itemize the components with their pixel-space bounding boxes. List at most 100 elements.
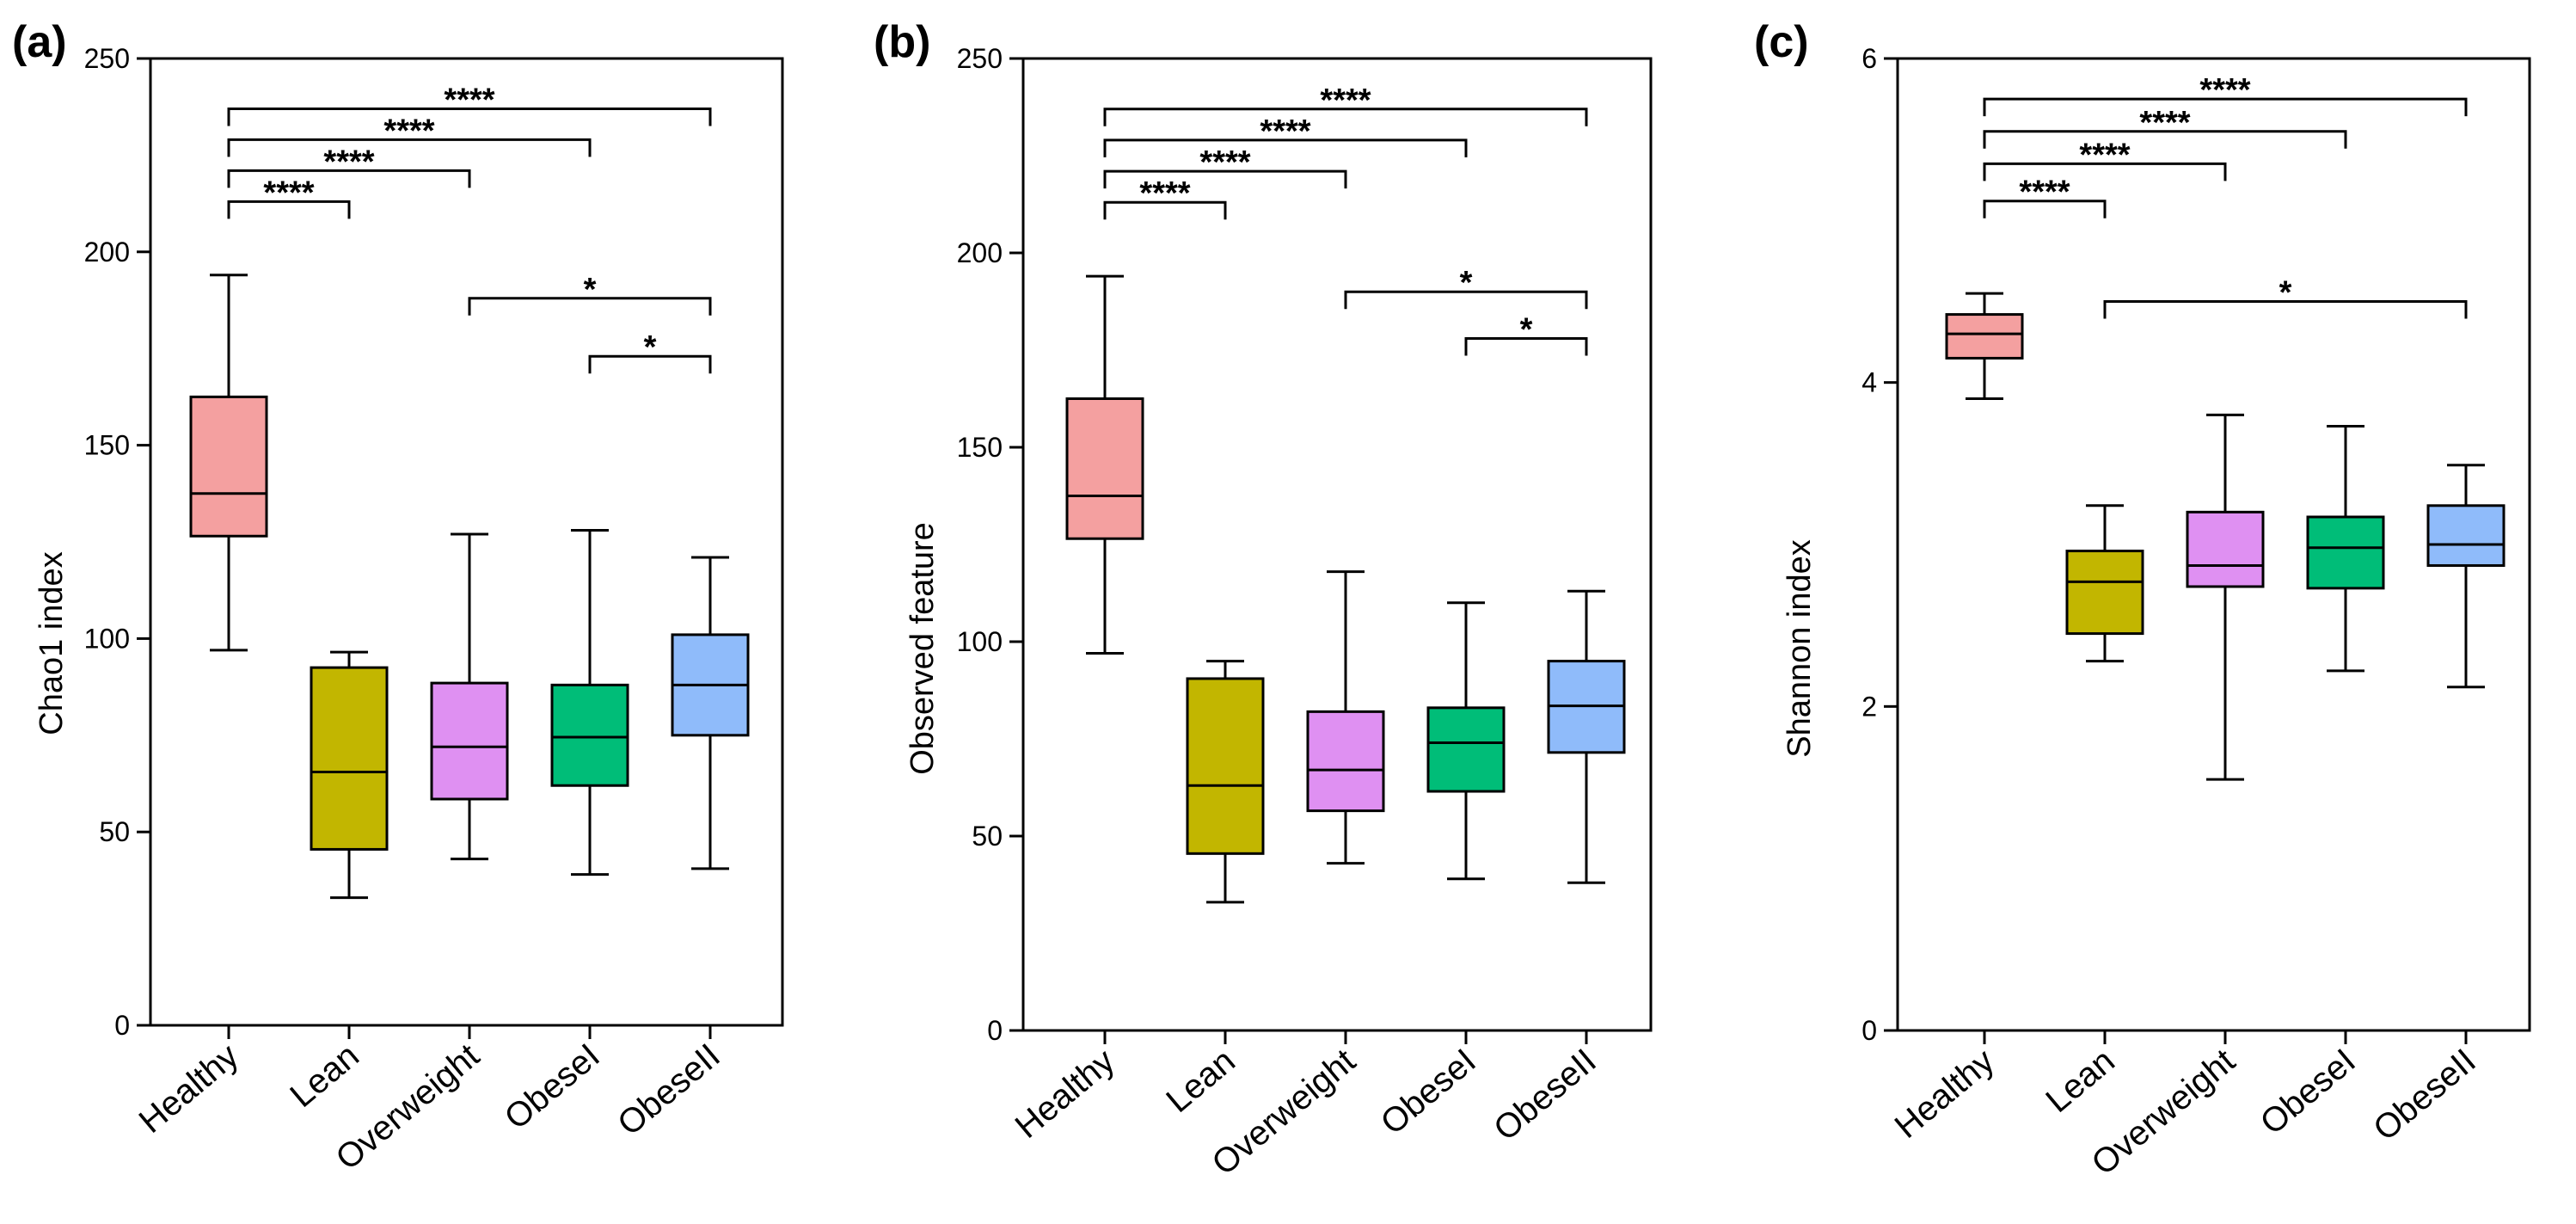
box-iqr <box>1306 710 1385 813</box>
significance-label: **** <box>383 113 434 149</box>
y-tick-label: 250 <box>957 43 1003 74</box>
y-tick-label: 200 <box>957 237 1003 268</box>
box-lean <box>310 650 389 900</box>
y-tick-label: 250 <box>84 43 130 74</box>
y-tick-label: 0 <box>987 1015 1003 1046</box>
plot-frame <box>1896 57 2531 1032</box>
significance-bracket: * <box>2103 275 2468 319</box>
box-iqr <box>1426 706 1506 793</box>
box-iqr <box>430 681 509 801</box>
bracket-line <box>227 169 471 188</box>
box-healthy <box>1945 292 2024 400</box>
significance-bracket: * <box>1344 265 1588 310</box>
box-lean <box>2065 504 2144 663</box>
y-axis-label: Observed feature <box>905 522 941 775</box>
y-tick-label: 50 <box>972 821 1003 852</box>
significance-label: * <box>584 272 597 308</box>
box-iqr <box>189 395 268 538</box>
x-tick-label: ObeseI <box>2254 1042 2363 1142</box>
x-tick-label: Lean <box>283 1036 365 1115</box>
significance-bracket: **** <box>227 144 471 188</box>
box-healthy <box>1065 274 1144 655</box>
significance-label: **** <box>263 175 314 211</box>
y-tick-label: 200 <box>84 237 130 268</box>
significance-label: * <box>644 329 657 366</box>
panel-label: (b) <box>874 17 930 67</box>
box-obeseii <box>2426 464 2505 689</box>
x-tick-label: Healthy <box>1888 1042 2002 1146</box>
bracket-line <box>1983 97 2468 117</box>
box-obeseii <box>671 556 750 870</box>
box-iqr <box>310 666 389 851</box>
box-obesei <box>550 529 629 876</box>
bracket-line <box>1344 290 1588 310</box>
significance-label: **** <box>323 144 374 180</box>
y-tick-label: 150 <box>84 430 130 461</box>
significance-bracket: **** <box>227 82 712 126</box>
y-tick-label: 100 <box>957 626 1003 657</box>
significance-bracket: **** <box>1103 114 1468 157</box>
y-tick-label: 0 <box>1861 1015 1877 1046</box>
box-overweight <box>430 532 509 861</box>
box-obeseii <box>1547 589 1626 884</box>
bracket-line <box>1983 200 2107 218</box>
x-tick-label: ObeseI <box>1374 1042 1483 1142</box>
box-iqr <box>550 683 629 787</box>
significance-label: * <box>1460 265 1473 301</box>
y-tick-label: 0 <box>114 1010 130 1041</box>
box-iqr <box>1945 313 2024 360</box>
box-iqr <box>1186 677 1265 855</box>
box-healthy <box>189 274 268 652</box>
significance-label: **** <box>2019 175 2070 211</box>
box-iqr <box>2186 510 2265 588</box>
bracket-line <box>2103 300 2468 319</box>
y-tick-label: 100 <box>84 623 130 654</box>
y-axis-label: Shannon index <box>1782 539 1818 758</box>
significance-label: **** <box>1260 114 1310 150</box>
bracket-line <box>1464 336 1588 356</box>
bracket-line <box>1983 162 2227 181</box>
significance-bracket: **** <box>1103 83 1588 126</box>
box-obesei <box>2306 425 2385 673</box>
bracket-line <box>1103 200 1227 220</box>
bracket-line <box>588 354 712 374</box>
plot-frame <box>149 57 784 1027</box>
significance-bracket: **** <box>227 175 351 219</box>
x-tick-label: ObeseI <box>498 1036 607 1137</box>
box-overweight <box>1306 570 1385 865</box>
y-tick-label: 50 <box>99 816 130 847</box>
box-iqr <box>2306 515 2385 590</box>
bracket-line <box>1103 138 1468 157</box>
y-axis-label: Chao1 index <box>34 551 70 735</box>
panel-b: (b) Observed feature 0 50 100 150 200 250 Heal… <box>874 17 1653 1183</box>
panel-a: (a) Chao1 index 0 50 100 150 200 250 Healthy Le… <box>12 17 784 1178</box>
bracket-line <box>227 200 351 219</box>
panel-label: (c) <box>1754 17 1809 67</box>
significance-bracket: **** <box>1103 145 1347 189</box>
significance-bracket: **** <box>1983 105 2347 149</box>
significance-bracket: **** <box>1983 137 2227 181</box>
box-iqr <box>2065 550 2144 636</box>
significance-label: **** <box>1139 175 1190 212</box>
significance-bracket: * <box>468 272 712 316</box>
significance-label: * <box>2279 275 2292 311</box>
y-tick-label: 6 <box>1861 43 1877 74</box>
bracket-line <box>1983 130 2347 149</box>
bracket-line <box>227 138 592 157</box>
significance-label: **** <box>444 82 494 118</box>
y-tick-label: 4 <box>1861 367 1877 398</box>
bracket-line <box>227 107 712 126</box>
plot-frame <box>1021 57 1653 1032</box>
panel-label: (a) <box>12 17 67 67</box>
box-iqr <box>1065 397 1144 540</box>
significance-label: **** <box>2079 137 2130 173</box>
significance-bracket: **** <box>1983 72 2468 117</box>
x-tick-label: ObeseII <box>1487 1042 1604 1148</box>
x-tick-label: Healthy <box>132 1036 246 1141</box>
box-iqr <box>2426 504 2505 567</box>
significance-bracket: **** <box>1983 175 2107 218</box>
x-tick-label: Lean <box>1159 1042 1242 1120</box>
x-tick-label: ObeseII <box>2366 1042 2483 1148</box>
significance-label: **** <box>2199 72 2250 108</box>
box-lean <box>1186 660 1265 904</box>
